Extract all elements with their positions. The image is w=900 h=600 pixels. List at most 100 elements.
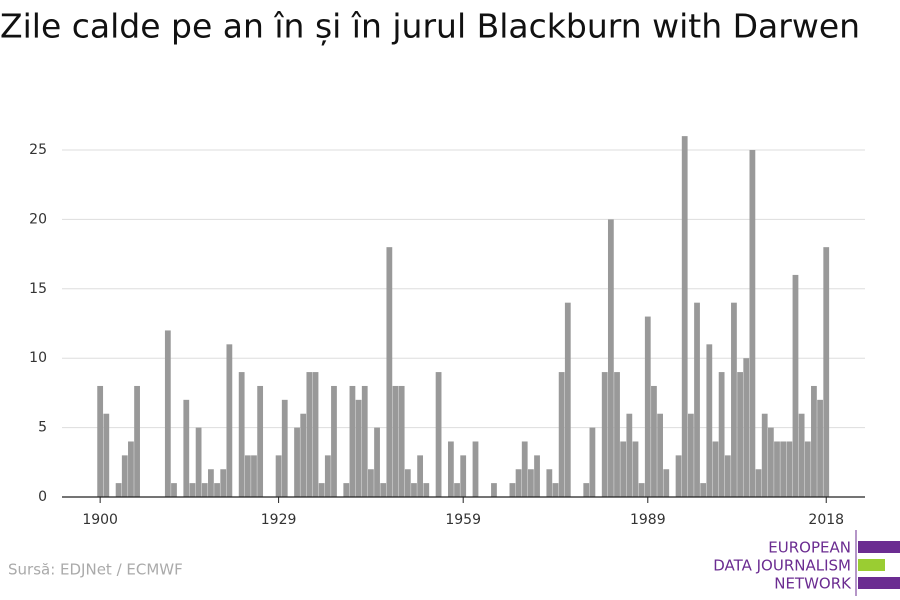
bar <box>737 372 743 497</box>
bar <box>780 441 787 497</box>
bar <box>564 302 571 497</box>
bar <box>620 441 627 497</box>
bar <box>220 469 227 497</box>
bar <box>700 483 707 497</box>
bar <box>417 455 424 497</box>
bar <box>472 441 479 497</box>
bar <box>552 483 559 497</box>
logo-bar <box>858 559 885 571</box>
bar <box>238 372 245 497</box>
bar <box>681 136 688 497</box>
y-tick-label: 0 <box>38 489 47 505</box>
bar <box>589 427 596 497</box>
y-tick-label: 25 <box>29 142 47 158</box>
bar <box>380 483 387 497</box>
y-tick-label: 10 <box>29 350 47 366</box>
bar <box>324 455 331 497</box>
bar <box>134 385 140 497</box>
bar <box>817 399 823 497</box>
x-tick-label: 2018 <box>808 512 844 528</box>
bar <box>386 247 393 497</box>
bar <box>244 455 251 497</box>
bar <box>755 469 762 497</box>
bar <box>318 483 325 497</box>
bar <box>774 441 780 497</box>
bar <box>811 385 817 497</box>
bar <box>121 455 128 497</box>
y-tick-label: 5 <box>38 420 47 436</box>
bar <box>294 427 300 497</box>
bar <box>546 469 553 497</box>
logo: EUROPEAN DATA JOURNALISM NETWORK <box>713 530 900 596</box>
x-tick-label: 1989 <box>630 512 666 528</box>
bar <box>281 399 288 497</box>
bar <box>331 385 337 497</box>
bar <box>651 385 657 497</box>
bar <box>392 385 399 497</box>
bar <box>786 441 793 497</box>
logo-text: EUROPEAN <box>768 539 851 557</box>
bar <box>823 247 830 497</box>
x-tick-label: 1929 <box>261 512 297 528</box>
bar <box>583 483 590 497</box>
bar <box>306 372 313 497</box>
logo-text: NETWORK <box>774 575 852 593</box>
bar <box>343 483 350 497</box>
bar <box>632 441 639 497</box>
bar <box>724 455 731 497</box>
logo-bar <box>858 541 900 553</box>
bar <box>798 413 805 497</box>
x-tick-label: 1900 <box>82 512 118 528</box>
bar <box>743 358 750 497</box>
bar <box>404 469 411 497</box>
bar <box>718 372 725 497</box>
bar <box>189 483 196 497</box>
bar <box>312 372 319 497</box>
bar <box>521 441 528 497</box>
bar <box>201 483 208 497</box>
bar <box>251 455 257 497</box>
bar <box>423 483 430 497</box>
bar <box>368 469 374 497</box>
bar <box>515 469 522 497</box>
bar <box>761 413 768 497</box>
bar <box>712 441 719 497</box>
bar <box>601 372 608 497</box>
bar <box>657 413 663 497</box>
bar <box>435 372 442 497</box>
y-tick-label: 15 <box>29 281 47 297</box>
bar <box>226 344 233 497</box>
bar <box>804 441 811 497</box>
bar <box>749 150 756 497</box>
bar <box>355 399 362 497</box>
bar <box>626 413 633 497</box>
bar <box>275 455 282 497</box>
bar <box>675 455 682 497</box>
x-tick-label: 1959 <box>445 512 481 528</box>
bar <box>183 399 190 497</box>
bar <box>527 469 534 497</box>
bar <box>361 385 368 497</box>
bar <box>374 427 380 497</box>
bar <box>454 483 460 497</box>
bar <box>607 219 614 497</box>
y-tick-label: 20 <box>29 211 47 227</box>
bar <box>103 413 110 497</box>
bar <box>195 427 202 497</box>
bar <box>97 385 104 497</box>
chart-title: Zile calde pe an în și în jurul Blackbur… <box>0 7 860 46</box>
bar <box>208 469 214 497</box>
logo-text: DATA JOURNALISM <box>713 557 851 575</box>
bar <box>558 372 565 497</box>
bar <box>663 469 670 497</box>
bar <box>300 413 307 497</box>
bar <box>171 483 177 497</box>
bar <box>694 302 700 497</box>
bar <box>638 483 645 497</box>
bar <box>767 427 774 497</box>
bar <box>687 413 694 497</box>
bar <box>411 483 417 497</box>
logo-bar <box>858 577 900 589</box>
bar <box>398 385 405 497</box>
